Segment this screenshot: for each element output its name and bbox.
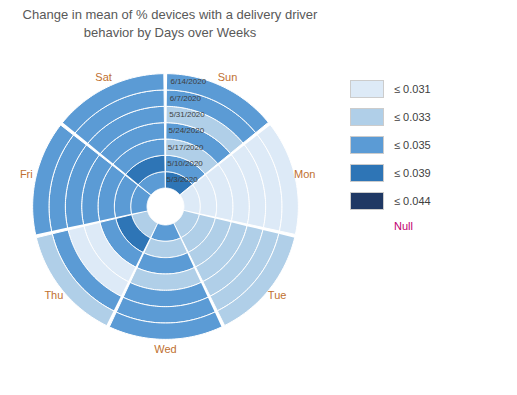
svg-text:Wed: Wed <box>154 343 176 355</box>
svg-text:6/7/2020: 6/7/2020 <box>170 94 202 103</box>
svg-text:Thu: Thu <box>44 289 63 301</box>
svg-text:Mon: Mon <box>294 168 315 180</box>
svg-text:5/31/2020: 5/31/2020 <box>169 110 205 119</box>
html-text:≤ 0.031: ≤ 0.031 <box>394 83 431 95</box>
html-text:Null: Null <box>394 220 413 232</box>
svg-text:Fri: Fri <box>20 168 33 180</box>
svg-text:5/24/2020: 5/24/2020 <box>169 127 205 136</box>
svg-text:5/10/2020: 5/10/2020 <box>167 159 203 168</box>
svg-text:5/17/2020: 5/17/2020 <box>168 143 204 152</box>
svg-text:6/14/2020: 6/14/2020 <box>170 78 206 87</box>
html-text:≤ 0.033: ≤ 0.033 <box>394 111 431 123</box>
svg-text:Sun: Sun <box>218 71 238 83</box>
html-text:≤ 0.035: ≤ 0.035 <box>394 139 431 151</box>
svg-text:Tue: Tue <box>268 289 287 301</box>
svg-text:5/3/2020: 5/3/2020 <box>167 176 199 185</box>
svg-text:Sat: Sat <box>95 71 112 83</box>
html-text:Change in mean of % devices wi: Change in mean of % devices with a deliv… <box>22 7 318 40</box>
html-text:≤ 0.044: ≤ 0.044 <box>394 195 431 207</box>
html-text:≤ 0.039: ≤ 0.039 <box>394 167 431 179</box>
